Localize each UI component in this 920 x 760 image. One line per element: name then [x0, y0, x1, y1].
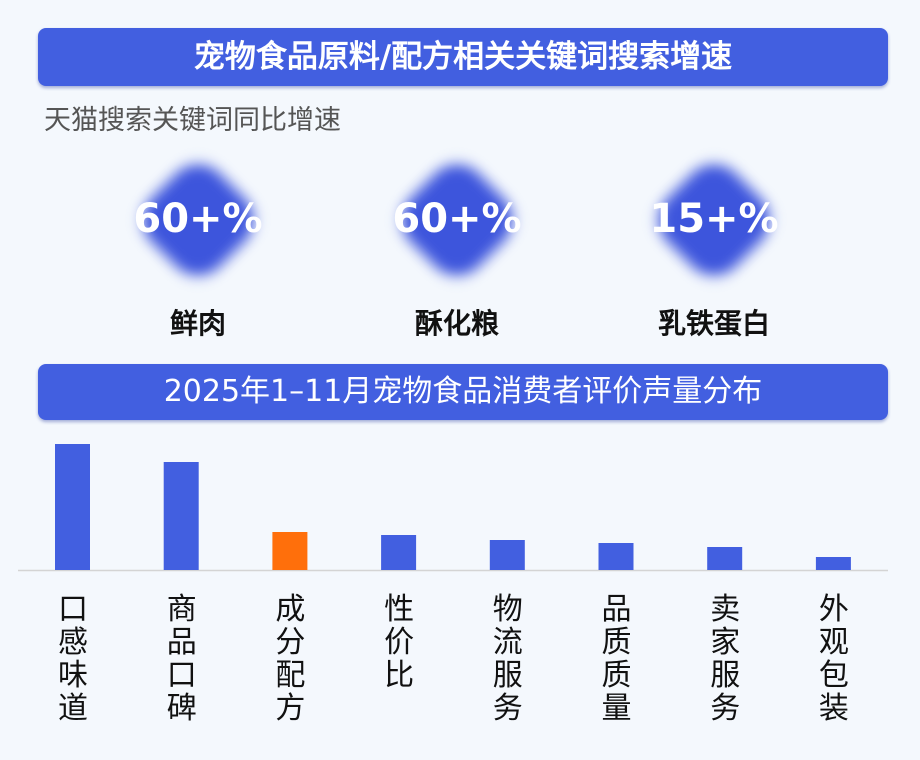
bar-口感味道 — [55, 444, 90, 570]
stat-card: 15+% 乳铁蛋白 — [624, 150, 804, 342]
bar-成分配方 — [272, 532, 308, 570]
subtitle: 天猫搜索关键词同比增速 — [44, 105, 341, 136]
bar-性价比 — [381, 535, 417, 570]
x-tick-label: 成分配方 — [275, 592, 306, 726]
blob-icon: 15+% — [644, 150, 784, 290]
stat-card: 60+% 酥化粮 — [367, 150, 547, 342]
stat-card: 60+% 鲜肉 — [108, 150, 288, 342]
x-tick-label: 性价比 — [384, 592, 415, 693]
bar-品质质量 — [598, 543, 634, 570]
stat-label: 鲜肉 — [169, 307, 226, 340]
x-tick-label: 物流服务 — [492, 592, 523, 726]
x-tick-label: 外观包装 — [818, 592, 849, 726]
bar-商品口碑 — [163, 462, 199, 570]
bar-物流服务 — [489, 540, 525, 570]
blob-icon: 60+% — [128, 150, 268, 290]
bar-卖家服务 — [707, 547, 743, 570]
stat-value: 60+% — [133, 196, 263, 242]
stat-value: 60+% — [392, 196, 522, 242]
title-banner: 宠物食品原料/配方相关关键词搜索增速 — [38, 28, 888, 86]
bar-外观包装 — [815, 557, 851, 570]
stat-label: 酥化粮 — [414, 307, 499, 340]
x-tick-label: 卖家服务 — [710, 592, 741, 726]
x-tick-label: 商品口碑 — [166, 592, 197, 726]
stat-value: 15+% — [649, 196, 779, 242]
blob-icon: 60+% — [387, 150, 527, 290]
x-tick-label: 品质质量 — [601, 592, 632, 726]
chart-title-banner: 2025年1–11月宠物食品消费者评价声量分布 — [38, 364, 888, 420]
x-tick-label: 口感味道 — [58, 592, 88, 726]
stat-label: 乳铁蛋白 — [657, 307, 770, 340]
